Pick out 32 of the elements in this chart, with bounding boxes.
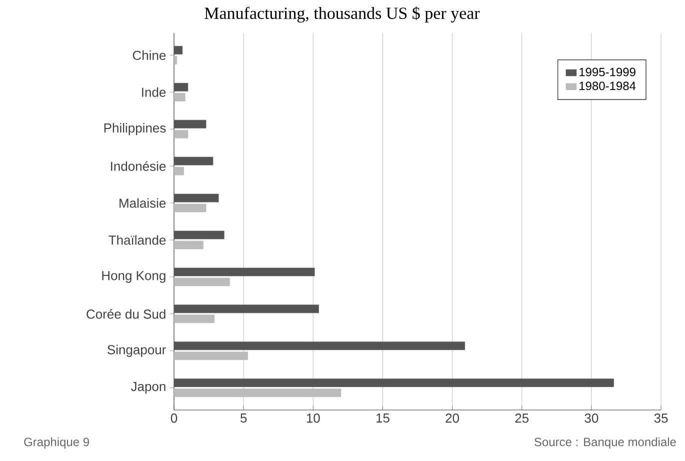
x-tick-label: 5 bbox=[240, 414, 247, 423]
y-tick-label: Corée du Sud bbox=[86, 309, 166, 319]
x-tick-label: 0 bbox=[170, 414, 178, 423]
source-note: Source : Banque mondiale bbox=[534, 437, 676, 449]
x-tick-label: 30 bbox=[584, 414, 598, 423]
legend-label: 1995-1999 bbox=[580, 68, 636, 76]
bar bbox=[174, 92, 186, 102]
y-tick-label: Philippines bbox=[104, 123, 166, 136]
text: Graphique 9 bbox=[24, 437, 89, 449]
bar bbox=[174, 278, 230, 286]
x-tick-label: 10 bbox=[306, 414, 320, 423]
x-tick-label: 20 bbox=[446, 414, 460, 423]
x-tick-label: 35 bbox=[654, 414, 668, 423]
chart-title: Manufacturing, thousands US $ per year bbox=[204, 6, 480, 23]
y-tick-label: Japon bbox=[130, 382, 166, 394]
y-tick-label: Malaisie bbox=[120, 198, 166, 208]
bar bbox=[174, 204, 206, 212]
legend-label: 1980-1984 bbox=[580, 82, 636, 90]
bar bbox=[174, 388, 342, 398]
x-tick-label: 15 bbox=[376, 414, 390, 423]
y-tick-label: Thaïlande bbox=[108, 235, 166, 245]
bar bbox=[174, 166, 184, 176]
x-tick-label: 25 bbox=[515, 414, 529, 423]
bar bbox=[174, 352, 248, 360]
y-tick-label: Inde bbox=[142, 87, 166, 97]
bar bbox=[174, 240, 204, 250]
bar bbox=[174, 314, 215, 324]
bar bbox=[174, 130, 188, 138]
y-tick-label: Hong Kong bbox=[102, 271, 166, 283]
y-tick-label: Indonésie bbox=[111, 161, 166, 171]
y-tick-label: Chine bbox=[132, 50, 166, 60]
y-tick-label: Singapour bbox=[108, 344, 166, 357]
